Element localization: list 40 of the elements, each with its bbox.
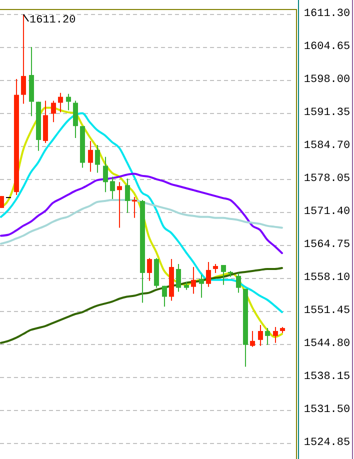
candlestick xyxy=(103,156,108,193)
candlestick xyxy=(221,264,226,286)
y-tick-label: 1591.35 xyxy=(304,106,350,119)
candlestick xyxy=(236,272,241,294)
y-tick-label: 1551.45 xyxy=(304,304,350,317)
candlestick xyxy=(265,328,270,346)
candlestick xyxy=(191,266,196,294)
annotation: 1611.20 xyxy=(30,14,76,26)
y-tick-label: 1538.15 xyxy=(304,370,350,383)
candlestick xyxy=(206,262,211,288)
y-tick-label: 1584.70 xyxy=(304,140,350,152)
line-series xyxy=(0,266,283,344)
candlestick xyxy=(147,258,152,282)
candlestick xyxy=(21,14,26,104)
candlestick xyxy=(51,100,56,123)
candlestick xyxy=(95,144,100,174)
y-tick-label: 1564.75 xyxy=(304,238,350,251)
candlestick xyxy=(132,196,137,218)
candlestick xyxy=(73,100,78,138)
candlestick xyxy=(125,178,130,214)
y-tick-label: 1544.80 xyxy=(304,338,350,350)
y-tick-label: 1611.30 xyxy=(304,8,350,20)
candlestick xyxy=(58,92,63,113)
y-tick-label: 1571.40 xyxy=(304,206,350,218)
candlestick xyxy=(110,176,115,200)
y-tick-label: 1578.05 xyxy=(304,172,350,185)
y-tick-label: 1524.85 xyxy=(304,436,350,449)
candlestick xyxy=(117,182,122,228)
candlestick xyxy=(162,285,167,308)
y-tick-label: 1598.00 xyxy=(304,74,350,86)
candlestick xyxy=(273,326,278,344)
candlestick xyxy=(66,93,71,111)
candlestick xyxy=(250,330,255,348)
y-tick-label: 1604.65 xyxy=(304,40,350,53)
candlestick xyxy=(176,264,181,292)
candlestick xyxy=(88,140,93,172)
candlestick xyxy=(258,324,263,346)
candlestick xyxy=(199,274,204,298)
y-tick-label: 1558.10 xyxy=(304,272,350,284)
y-tick-label: 1531.50 xyxy=(304,404,350,416)
